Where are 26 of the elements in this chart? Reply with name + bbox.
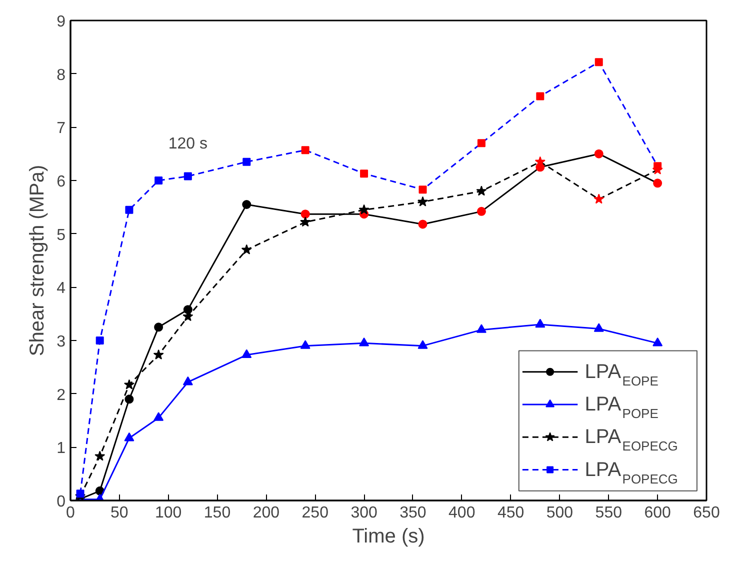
y-tick-label: 1 bbox=[56, 440, 66, 458]
y-tick-label: 4 bbox=[56, 280, 66, 298]
x-tick-label: 650 bbox=[693, 504, 720, 522]
x-tick-label: 100 bbox=[155, 504, 182, 522]
x-tick-label: 300 bbox=[350, 504, 378, 522]
y-tick-label: 9 bbox=[56, 14, 66, 30]
x-axis-title: Time (s) bbox=[352, 526, 425, 548]
annotation: 120 s bbox=[168, 136, 208, 153]
x-tick-label: 450 bbox=[497, 504, 524, 522]
y-tick-label: 0 bbox=[56, 494, 66, 510]
x-tick-label: 50 bbox=[110, 504, 128, 522]
x-tick-label: 500 bbox=[546, 504, 574, 522]
x-tick-label: 200 bbox=[252, 504, 280, 522]
y-tick-label: 5 bbox=[56, 226, 66, 244]
y-axis-title: Shear strength (MPa) bbox=[26, 164, 49, 356]
y-tick-label: 8 bbox=[56, 66, 66, 84]
y-tick-label: 7 bbox=[56, 120, 66, 138]
x-tick-label: 550 bbox=[595, 504, 622, 522]
x-tick-label: 250 bbox=[302, 504, 329, 522]
x-tick-label: 600 bbox=[644, 504, 672, 522]
y-tick-label: 3 bbox=[56, 334, 66, 350]
x-tick-label: 400 bbox=[448, 504, 476, 522]
x-tick-label: 350 bbox=[400, 504, 426, 522]
y-tick-label: 6 bbox=[56, 174, 66, 190]
x-tick-label: 150 bbox=[204, 504, 231, 522]
y-tick-label: 2 bbox=[56, 386, 66, 404]
